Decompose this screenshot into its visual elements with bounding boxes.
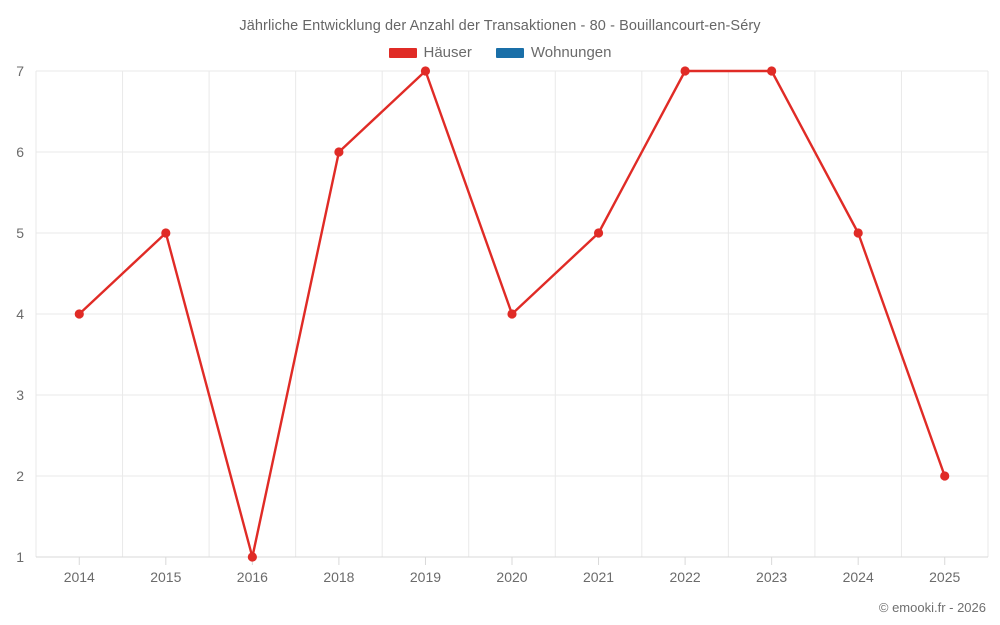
x-tick-label: 2024 [843,569,874,585]
x-tick-label: 2025 [929,569,960,585]
legend-item-wohnungen[interactable]: Wohnungen [495,44,612,61]
y-tick-label: 4 [16,306,24,322]
y-tick-label: 6 [16,144,24,160]
series-data-points [74,66,950,562]
legend-label-wohnungen: Wohnungen [530,44,612,61]
data-point[interactable] [334,147,344,157]
data-point[interactable] [247,552,257,562]
x-tick-label: 2022 [670,569,701,585]
data-point[interactable] [853,228,863,238]
data-point[interactable] [420,66,431,76]
x-tick-label: 2016 [237,569,268,585]
y-tick-label: 2 [16,468,24,484]
data-point[interactable] [940,471,950,481]
x-tick-label: 2014 [64,569,95,585]
x-tick-label: 2023 [756,569,787,585]
x-axis-tick-marks [78,557,946,565]
legend-swatch-hauser [388,47,417,58]
data-point[interactable] [507,309,517,319]
y-tick-label: 1 [16,549,24,565]
x-tick-label: 2015 [150,569,181,585]
x-tick-label: 2021 [583,569,614,585]
chart-legend: Häuser Wohnungen [0,44,1000,61]
data-point[interactable] [767,66,777,76]
y-axis-tick-labels: 1 2 3 4 5 6 7 [16,63,24,565]
legend-label-hauser: Häuser [423,44,472,61]
legend-swatch-wohnungen [495,47,524,58]
x-axis-tick-labels: 2014 2015 2016 2018 2019 2020 2021 2022 2023 2024… [64,569,961,585]
data-point[interactable] [593,228,604,238]
x-tick-label: 2019 [410,569,441,585]
data-point[interactable] [161,228,171,238]
x-tick-label: 2018 [323,569,354,585]
y-tick-label: 3 [16,387,24,403]
copyright-credit: © emooki.fr - 2026 [878,600,986,615]
y-tick-label: 7 [16,63,24,79]
legend-item-hauser[interactable]: Häuser [388,44,472,61]
data-point[interactable] [74,309,84,319]
chart-title: Jährliche Entwicklung der Anzahl der Tra… [239,18,761,34]
x-tick-label: 2020 [496,569,527,585]
data-point[interactable] [680,66,690,76]
y-tick-label: 5 [16,225,24,241]
